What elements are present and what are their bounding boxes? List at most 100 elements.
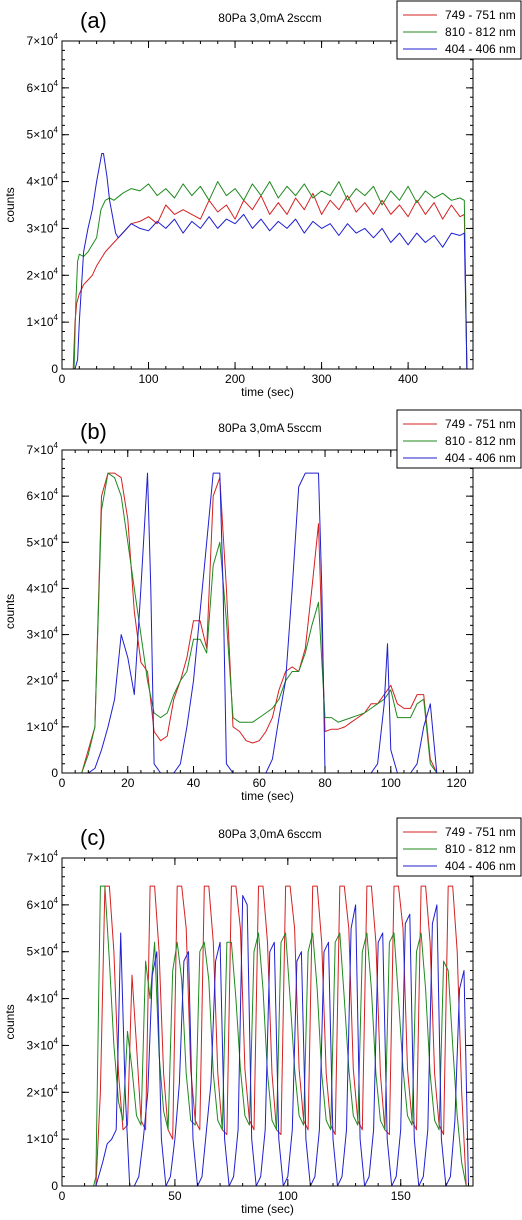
- panel-label: (a): [80, 8, 107, 33]
- y-tick-exponent: 4: [54, 487, 59, 496]
- series-line-2: [62, 472, 438, 773]
- legend: 749 - 751 nm 810 - 812 nm 404 - 406 nm: [396, 817, 522, 877]
- x-tick-label: 100: [381, 776, 401, 790]
- y-tick-label: 3×104: [27, 219, 59, 235]
- y-tick-base: 3×10: [27, 221, 54, 235]
- y-tick-label: 0: [51, 362, 58, 376]
- series-line-2: [62, 153, 469, 369]
- series-line-0: [62, 192, 469, 369]
- y-tick-base: 6×10: [27, 898, 54, 912]
- x-tick-label: 60: [253, 776, 267, 790]
- y-tick-label: 2×104: [27, 1083, 59, 1099]
- x-axis-label: time (sec): [241, 385, 294, 399]
- y-tick-base: 3×10: [27, 628, 54, 642]
- y-axis-label: counts: [3, 1004, 17, 1039]
- y-tick-label: 1×104: [27, 1130, 59, 1146]
- x-tick-label: 50: [168, 1189, 182, 1203]
- y-tick-base: 1×10: [27, 315, 54, 329]
- y-tick-base: 6×10: [27, 489, 54, 503]
- series-lines: [62, 885, 469, 1186]
- y-tick-exponent: 4: [54, 533, 59, 542]
- legend-label: 810 - 812 nm: [445, 842, 516, 856]
- y-tick-exponent: 4: [54, 219, 59, 228]
- y-tick-label: 5×104: [27, 126, 59, 142]
- y-tick-label: 3×104: [27, 626, 59, 642]
- y-tick-base: 2×10: [27, 268, 54, 282]
- x-tick-label: 200: [225, 372, 245, 386]
- panel-label: (b): [80, 419, 107, 444]
- y-tick-label: 3×104: [27, 1036, 59, 1052]
- legend-label: 749 - 751 nm: [445, 825, 516, 839]
- x-tick-label: 120: [447, 776, 467, 790]
- y-tick-exponent: 4: [54, 441, 59, 450]
- y-tick-base: 6×10: [27, 81, 54, 95]
- x-tick-label: 80: [318, 776, 332, 790]
- y-tick-base: 4×10: [27, 992, 54, 1006]
- y-tick-label: 1×104: [27, 313, 59, 329]
- plot-frame: [61, 857, 474, 1187]
- y-tick-base: 7×10: [27, 443, 54, 457]
- y-tick-base: 2×10: [27, 674, 54, 688]
- y-tick-exponent: 4: [54, 990, 59, 999]
- y-tick-exponent: 4: [54, 126, 59, 135]
- chart-title: 80Pa 3,0mA 2sccm: [218, 11, 321, 25]
- x-tick-label: 0: [59, 372, 66, 386]
- y-tick-exponent: 4: [54, 718, 59, 727]
- y-tick-exponent: 4: [54, 173, 59, 182]
- plot-frame: [61, 40, 474, 370]
- x-tick-label: 20: [121, 776, 135, 790]
- legend-label: 810 - 812 nm: [445, 25, 516, 39]
- legend-label: 749 - 751 nm: [445, 8, 516, 22]
- y-tick-exponent: 4: [54, 313, 59, 322]
- plot-frame: [61, 449, 474, 774]
- panel-label: (c): [80, 825, 106, 850]
- legend-label: 404 - 406 nm: [445, 451, 516, 465]
- y-tick-label: 2×104: [27, 672, 59, 688]
- x-tick-label: 100: [278, 1189, 298, 1203]
- x-tick-label: 100: [139, 372, 159, 386]
- y-tick-exponent: 4: [54, 266, 59, 275]
- y-tick-label: 0: [51, 1179, 58, 1193]
- y-tick-label: 0: [51, 766, 58, 780]
- y-tick-label: 5×104: [27, 533, 59, 549]
- series-line-1: [62, 885, 467, 1186]
- y-tick-label: 7×104: [27, 441, 59, 457]
- legend-label: 810 - 812 nm: [445, 434, 516, 448]
- x-tick-label: 400: [398, 372, 418, 386]
- y-tick-base: 5×10: [27, 535, 54, 549]
- y-tick-exponent: 4: [54, 849, 59, 858]
- y-tick-label: 4×104: [27, 173, 59, 189]
- legend: 749 - 751 nm 810 - 812 nm 404 - 406 nm: [396, 409, 522, 469]
- x-axis-label: time (sec): [241, 789, 294, 803]
- y-tick-label: 1×104: [27, 718, 59, 734]
- x-tick-label: 150: [391, 1189, 411, 1203]
- y-tick-label: 7×104: [27, 849, 59, 865]
- y-tick-exponent: 4: [54, 943, 59, 952]
- y-tick-base: 1×10: [27, 720, 54, 734]
- y-tick-label: 6×104: [27, 896, 59, 912]
- x-tick-label: 300: [312, 372, 332, 386]
- y-tick-exponent: 4: [54, 896, 59, 905]
- y-tick-base: 1×10: [27, 1132, 54, 1146]
- y-tick-base: 0: [51, 1179, 58, 1193]
- y-tick-exponent: 4: [54, 32, 59, 41]
- series-line-1: [62, 472, 438, 773]
- y-tick-label: 2×104: [27, 266, 59, 282]
- series-lines: [62, 472, 438, 773]
- y-tick-label: 4×104: [27, 579, 59, 595]
- y-tick-exponent: 4: [54, 579, 59, 588]
- legend-label: 404 - 406 nm: [445, 859, 516, 873]
- y-tick-exponent: 4: [54, 79, 59, 88]
- y-tick-base: 5×10: [27, 945, 54, 959]
- y-tick-exponent: 4: [54, 1130, 59, 1139]
- x-axis-label: time (sec): [241, 1202, 294, 1216]
- y-tick-label: 7×104: [27, 32, 59, 48]
- y-tick-base: 7×10: [27, 851, 54, 865]
- x-tick-label: 0: [59, 1189, 66, 1203]
- y-tick-label: 4×104: [27, 990, 59, 1006]
- y-tick-base: 0: [51, 362, 58, 376]
